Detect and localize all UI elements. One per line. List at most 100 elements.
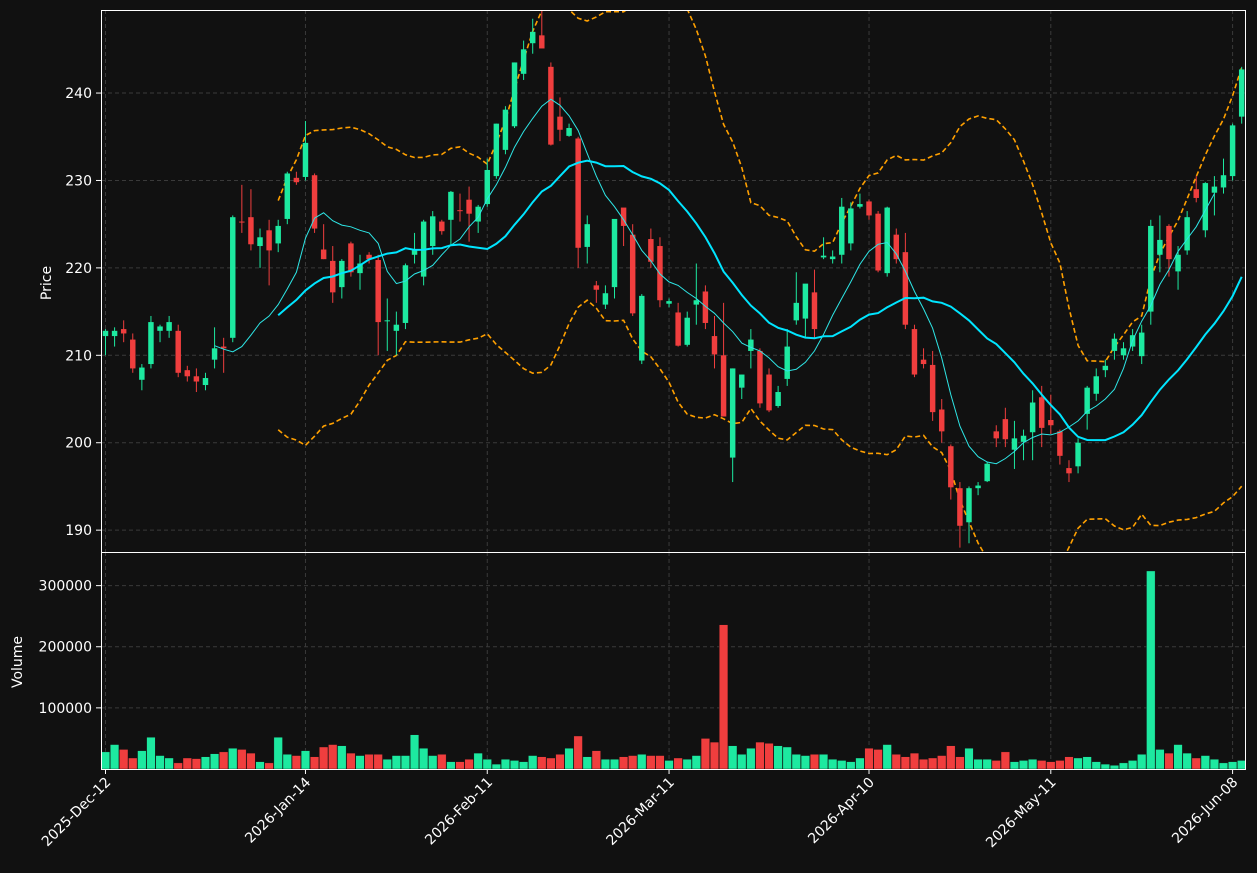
candle-up bbox=[148, 322, 154, 365]
candle-up bbox=[739, 374, 745, 388]
volume-bar-down bbox=[219, 751, 229, 770]
price-tick-label: 240 bbox=[65, 86, 92, 102]
candle-down bbox=[1066, 468, 1072, 474]
volume-bars bbox=[100, 570, 1247, 770]
candle-down bbox=[1048, 419, 1054, 426]
candle-down bbox=[1002, 419, 1009, 440]
candle-up bbox=[584, 224, 590, 247]
candle-down bbox=[220, 346, 227, 349]
candle-up bbox=[484, 169, 490, 205]
candle-up bbox=[1093, 376, 1099, 394]
volume-bar-up bbox=[1091, 761, 1101, 770]
candle-up bbox=[402, 265, 409, 323]
candle-up bbox=[848, 208, 854, 244]
candle-up bbox=[1184, 217, 1190, 251]
candle-up bbox=[639, 295, 645, 361]
volume-bar-down bbox=[873, 749, 883, 770]
volume-bar-up bbox=[155, 755, 165, 770]
candle-up bbox=[493, 123, 500, 177]
volume-bar-up bbox=[800, 755, 810, 770]
price-tick-label: 190 bbox=[65, 523, 92, 539]
volume-bar-up bbox=[382, 759, 392, 770]
volume-bar-down bbox=[619, 756, 629, 770]
candle-up bbox=[429, 216, 436, 247]
volume-panel: 100000 200000 300000 Volume bbox=[10, 552, 1247, 770]
volume-bar-up bbox=[1137, 754, 1147, 770]
volume-bar-down bbox=[1064, 756, 1074, 770]
candle-down bbox=[175, 330, 181, 373]
volume-bar-down bbox=[1000, 751, 1010, 770]
volume-bar-down bbox=[537, 756, 547, 770]
candle-up bbox=[529, 31, 536, 44]
volume-bar-up bbox=[1146, 570, 1156, 770]
candle-down bbox=[184, 370, 191, 377]
candle-up bbox=[693, 300, 700, 305]
candle-down bbox=[893, 234, 900, 260]
volume-bar-up bbox=[200, 756, 211, 770]
volume-bar-up bbox=[519, 761, 529, 770]
candle-down bbox=[266, 230, 272, 251]
volume-bar-up bbox=[419, 748, 429, 770]
candle-down bbox=[675, 312, 681, 346]
candle-up bbox=[566, 128, 572, 136]
volume-bar-up bbox=[1182, 752, 1192, 770]
volume-bar-up bbox=[473, 752, 483, 770]
volume-bar-down bbox=[364, 754, 374, 770]
volume-bar-up bbox=[528, 755, 538, 770]
volume-bar-up bbox=[1173, 744, 1183, 770]
candle-up bbox=[202, 378, 209, 386]
candle-down bbox=[1057, 431, 1063, 456]
volume-bar-down bbox=[119, 749, 129, 770]
candle-down bbox=[648, 239, 654, 262]
volume-bar-down bbox=[455, 761, 465, 770]
volume-bar-up bbox=[255, 761, 265, 770]
volume-bar-down bbox=[900, 756, 910, 770]
ma-slow-line bbox=[277, 159, 1243, 442]
volume-bar-down bbox=[946, 745, 956, 770]
volume-bar-down bbox=[937, 755, 947, 770]
volume-bar-up bbox=[110, 744, 120, 770]
candle-up bbox=[1020, 435, 1027, 442]
candle-down bbox=[575, 138, 581, 248]
volume-bar-down bbox=[864, 748, 874, 770]
candle-up bbox=[1148, 225, 1154, 312]
volume-bar-up bbox=[482, 759, 492, 770]
candle-up bbox=[729, 368, 736, 458]
candle-up bbox=[275, 225, 281, 244]
candle-down bbox=[911, 329, 918, 375]
candle-up bbox=[357, 263, 363, 274]
candle-up bbox=[1238, 69, 1245, 117]
candle-down bbox=[539, 35, 545, 49]
volume-bar-up bbox=[1109, 765, 1119, 770]
price-tick-label: 220 bbox=[65, 261, 92, 277]
volume-bar-up bbox=[1155, 749, 1165, 770]
volume-bar-down bbox=[1046, 761, 1056, 770]
volume-bar-up bbox=[400, 755, 410, 770]
price-tick-label: 200 bbox=[65, 436, 92, 452]
volume-bar-up bbox=[1009, 761, 1019, 770]
candle-down bbox=[702, 291, 709, 323]
volume-bar-down bbox=[346, 752, 356, 770]
candle-up bbox=[611, 218, 618, 288]
volume-bar-up bbox=[791, 754, 801, 770]
volume-bar-up bbox=[355, 755, 365, 770]
volume-bar-down bbox=[1164, 752, 1174, 770]
candle-down bbox=[439, 221, 445, 232]
candle-up bbox=[975, 485, 981, 489]
volume-bar-up bbox=[964, 748, 974, 770]
volume-bar-down bbox=[755, 741, 765, 770]
volume-bar-up bbox=[1209, 759, 1219, 770]
volume-bar-down bbox=[673, 757, 683, 770]
candle-down bbox=[348, 243, 354, 273]
volume-bar-down bbox=[928, 757, 938, 770]
volume-bar-up bbox=[828, 759, 838, 770]
candle-down bbox=[957, 488, 963, 526]
candle-up bbox=[1084, 387, 1090, 414]
volume-bar-up bbox=[1082, 756, 1092, 770]
candle-down bbox=[720, 355, 727, 417]
volume-bar-up bbox=[728, 745, 738, 770]
volume-bar-down bbox=[128, 757, 138, 770]
candle-up bbox=[502, 109, 509, 150]
price-tick-label: 230 bbox=[65, 173, 92, 189]
